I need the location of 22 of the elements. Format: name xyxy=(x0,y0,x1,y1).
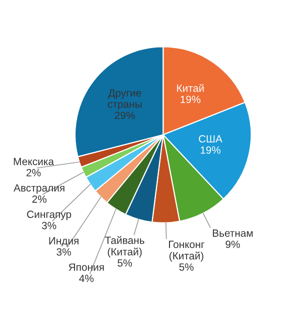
data-label: 4% xyxy=(79,274,94,282)
data-label: 3% xyxy=(56,248,71,256)
data-label: 19% xyxy=(200,146,220,154)
data-label: 29% xyxy=(114,112,135,120)
slice-label: Вьетнам xyxy=(212,230,253,237)
data-label: 3% xyxy=(42,222,56,230)
slice-label: Гонконг (Китай) xyxy=(169,240,204,262)
slice-label: Индия xyxy=(49,237,78,246)
data-label: 9% xyxy=(226,240,240,248)
slice-label: Тайвань (Китай) xyxy=(105,236,144,258)
data-label: 2% xyxy=(32,195,46,203)
slice-label: США xyxy=(198,135,222,143)
data-label: 19% xyxy=(180,96,200,104)
data-label: 5% xyxy=(118,259,132,267)
slice-label: Мексика xyxy=(14,158,54,166)
slice-label: Китай xyxy=(177,84,204,92)
data-label: 2% xyxy=(26,169,41,176)
data-label: 5% xyxy=(179,263,194,271)
slice-label: Сингапур xyxy=(27,210,72,220)
slice-label: Япония xyxy=(68,264,104,271)
slice-label: Австралия xyxy=(14,184,64,194)
slice-label: Другие страны xyxy=(108,89,142,110)
